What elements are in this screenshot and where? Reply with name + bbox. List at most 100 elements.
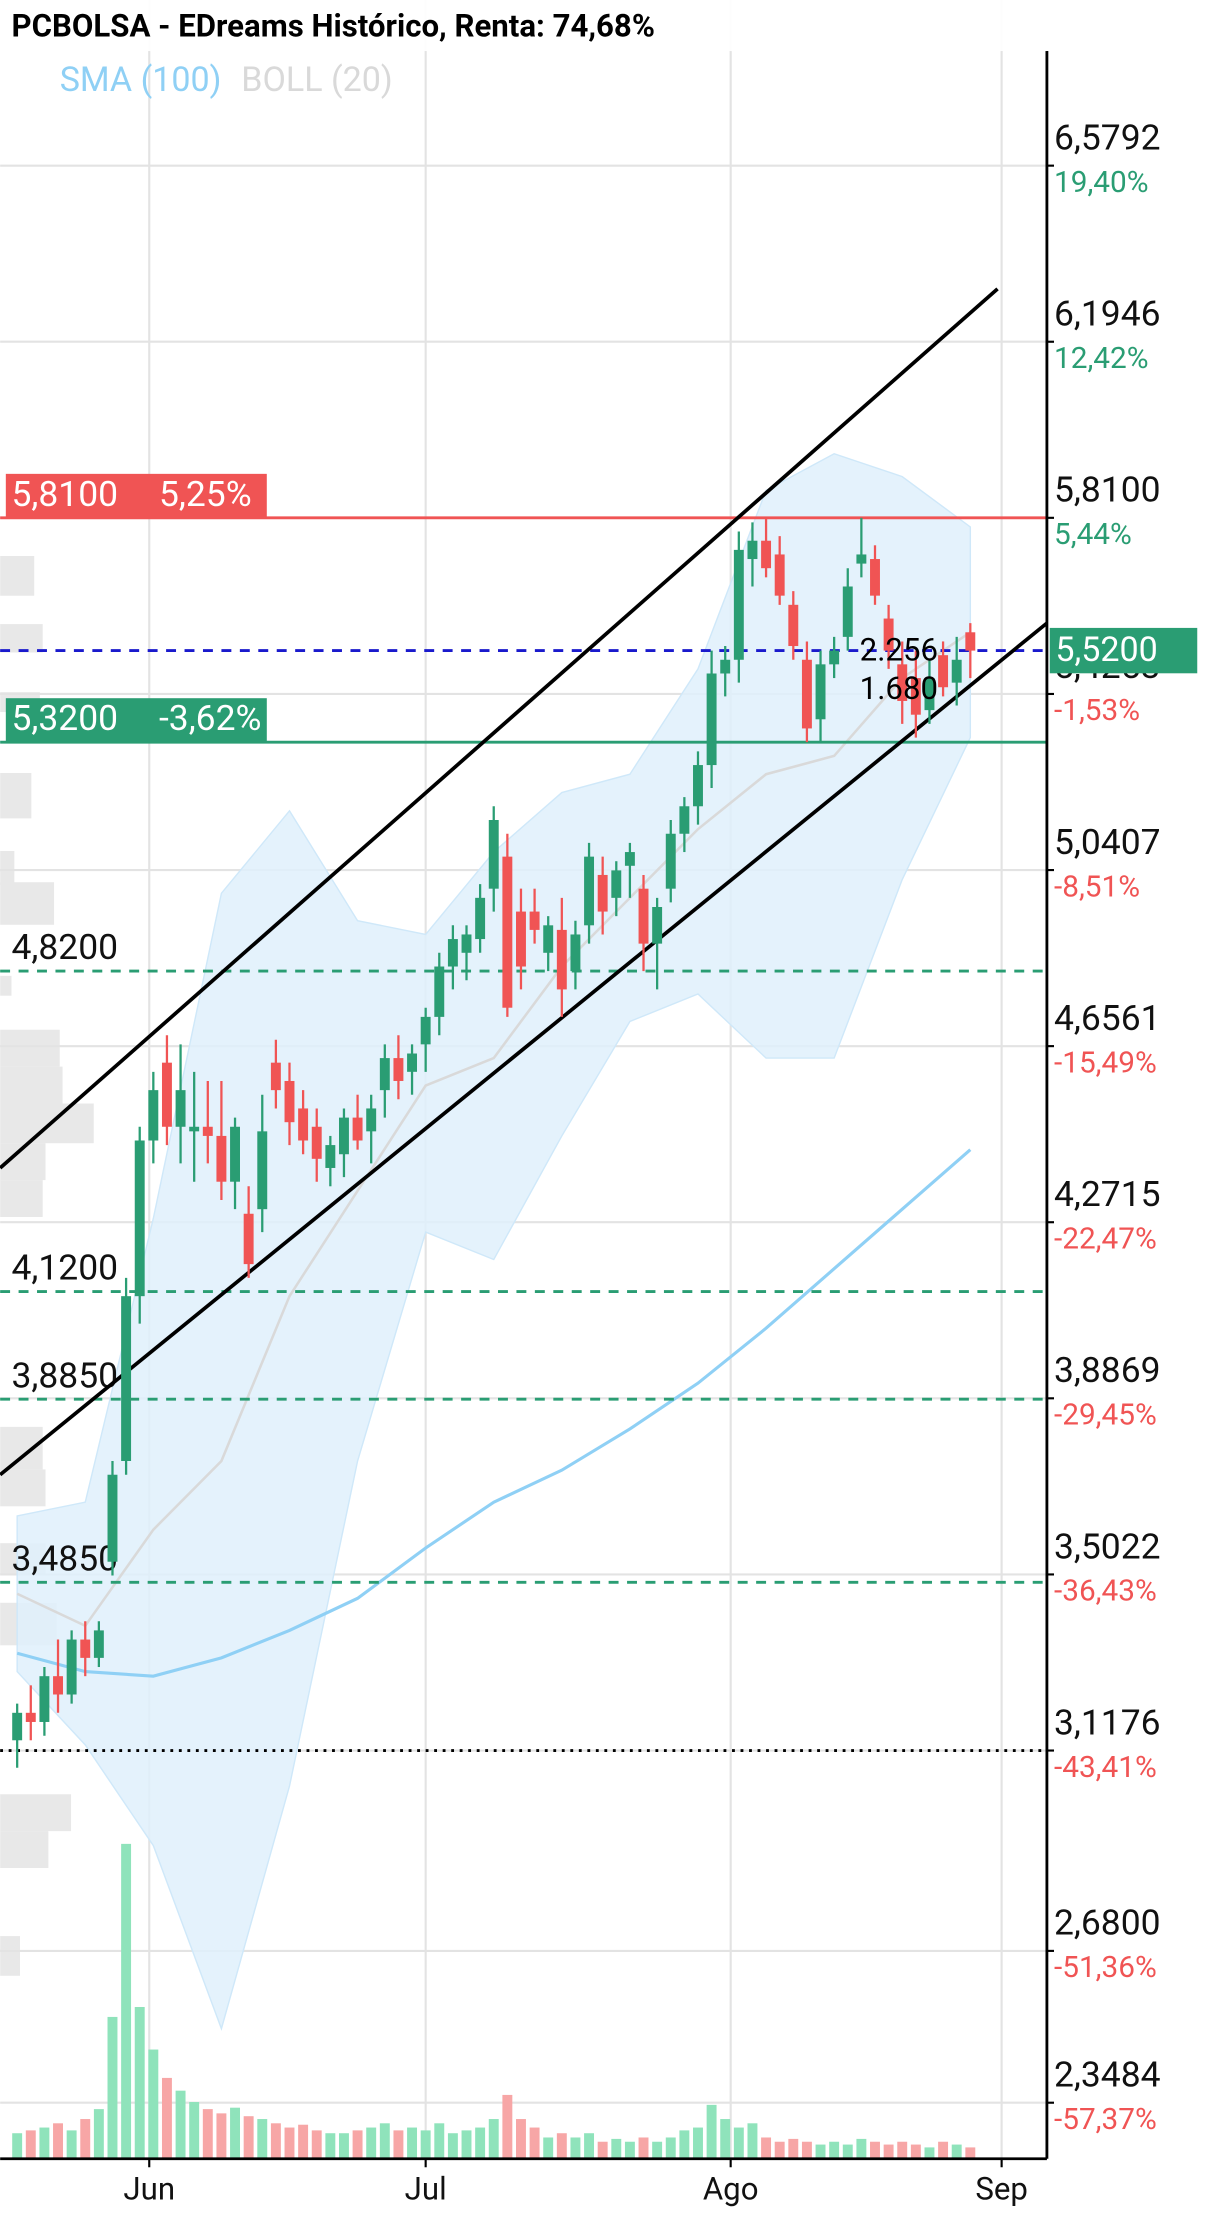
- volume-bar: [883, 2144, 894, 2159]
- candle-body: [298, 1108, 309, 1141]
- candle-body: [257, 1131, 268, 1210]
- candle-body: [883, 618, 894, 651]
- candle-body: [638, 888, 649, 944]
- y-tick-change: -29,45%: [1054, 1398, 1157, 1433]
- volume-bar: [584, 2133, 595, 2159]
- y-tick-label: 6,1946: [1054, 293, 1161, 335]
- sma-line: [16, 1148, 972, 1678]
- volume-bar: [924, 2147, 935, 2159]
- volume-bar: [842, 2144, 853, 2159]
- volume-bar: [257, 2119, 268, 2159]
- volume-bar: [407, 2127, 418, 2159]
- candle-body: [39, 1676, 50, 1722]
- x-tick-label: Jun: [123, 2171, 175, 2208]
- volume-bar: [488, 2119, 499, 2159]
- volume-bar: [829, 2141, 840, 2159]
- candle-body: [393, 1058, 404, 1081]
- candle-body: [161, 1062, 172, 1127]
- volume-bar: [420, 2130, 431, 2159]
- candle-body: [652, 906, 663, 944]
- level-label: 5,3200: [11, 697, 118, 739]
- y-tick-label: 6,5792: [1054, 116, 1161, 158]
- candle-body: [66, 1639, 77, 1695]
- volume-bar: [856, 2138, 867, 2159]
- candle-body: [148, 1090, 159, 1141]
- candle-body: [706, 673, 717, 766]
- volume-bar: [461, 2130, 472, 2159]
- x-tick-label: Sep: [975, 2171, 1028, 2208]
- volume-bar: [597, 2141, 608, 2159]
- candle-body: [311, 1126, 322, 1159]
- volume-bar: [434, 2123, 445, 2159]
- candle-body: [366, 1108, 377, 1132]
- candle-body: [597, 874, 608, 912]
- candle-body: [761, 540, 772, 569]
- volume-bar: [53, 2123, 63, 2159]
- candle-body: [693, 765, 703, 807]
- volume-bar: [638, 2137, 649, 2159]
- volume-bar: [93, 2109, 104, 2159]
- candle-body: [624, 852, 635, 866]
- candle-body: [720, 659, 731, 674]
- candle-body: [407, 1053, 418, 1072]
- candle-body: [53, 1676, 63, 1695]
- candle-body: [774, 554, 785, 596]
- axis-background: [0, 2158, 1213, 2224]
- volume-bar: [951, 2144, 962, 2159]
- volume-bar: [788, 2138, 799, 2159]
- annotation: 2.256: [860, 632, 938, 669]
- candle-body: [584, 856, 595, 926]
- volume-bar: [529, 2127, 540, 2159]
- volume-bar: [693, 2127, 703, 2159]
- volume-bar: [679, 2130, 690, 2159]
- y-tick-change: 19,40%: [1054, 165, 1149, 200]
- y-tick-label: 3,5022: [1054, 1525, 1161, 1567]
- volume-bar: [938, 2141, 949, 2159]
- candle-body: [338, 1117, 349, 1155]
- chart-title: PCBOLSA - EDreams Histórico, Renta: 74,6…: [11, 8, 654, 45]
- volume-bar: [774, 2141, 785, 2159]
- volume-bar: [624, 2141, 635, 2159]
- legend-entry: SMA (100): [60, 60, 222, 100]
- axis-background: [1046, 0, 1213, 2224]
- volume-bar: [897, 2141, 908, 2159]
- candle-body: [842, 586, 853, 637]
- volume-bar: [25, 2130, 36, 2159]
- volume-bar: [815, 2144, 826, 2159]
- candle-body: [25, 1712, 36, 1722]
- y-tick-label: 4,2715: [1054, 1173, 1161, 1215]
- volume-bar: [202, 2109, 213, 2159]
- candle-body: [543, 925, 554, 953]
- level-label: 3,4850: [11, 1537, 118, 1579]
- candle-body: [665, 833, 676, 889]
- title-background: [0, 0, 1047, 52]
- volume-bar: [733, 2127, 744, 2159]
- volume-bar: [652, 2141, 663, 2159]
- candle-body: [870, 559, 880, 596]
- volume-bar: [80, 2119, 91, 2159]
- volume-bar: [543, 2137, 554, 2159]
- candle-body: [965, 632, 976, 651]
- candle-body: [856, 554, 867, 564]
- volume-bar: [761, 2137, 772, 2159]
- candle-body: [910, 678, 921, 715]
- y-tick-label: 5,0407: [1054, 821, 1161, 863]
- candle-body: [733, 549, 744, 660]
- candle-body: [502, 856, 513, 1008]
- candle-body: [611, 870, 622, 898]
- y-tick-change: -57,37%: [1054, 2102, 1157, 2137]
- level-change: 5,25%: [159, 473, 252, 515]
- volume-bar: [243, 2116, 254, 2159]
- candle-body: [230, 1126, 240, 1182]
- volume-bar: [870, 2141, 880, 2159]
- volume-bar: [325, 2133, 336, 2159]
- annotation: 1.680: [860, 670, 938, 707]
- volume-bar: [720, 2119, 731, 2159]
- level-label: 4,1200: [11, 1247, 118, 1289]
- volume-bar: [611, 2138, 622, 2159]
- level-badge: [5, 473, 267, 518]
- candle-body: [93, 1630, 104, 1658]
- y-tick-label: 5,8100: [1054, 469, 1161, 511]
